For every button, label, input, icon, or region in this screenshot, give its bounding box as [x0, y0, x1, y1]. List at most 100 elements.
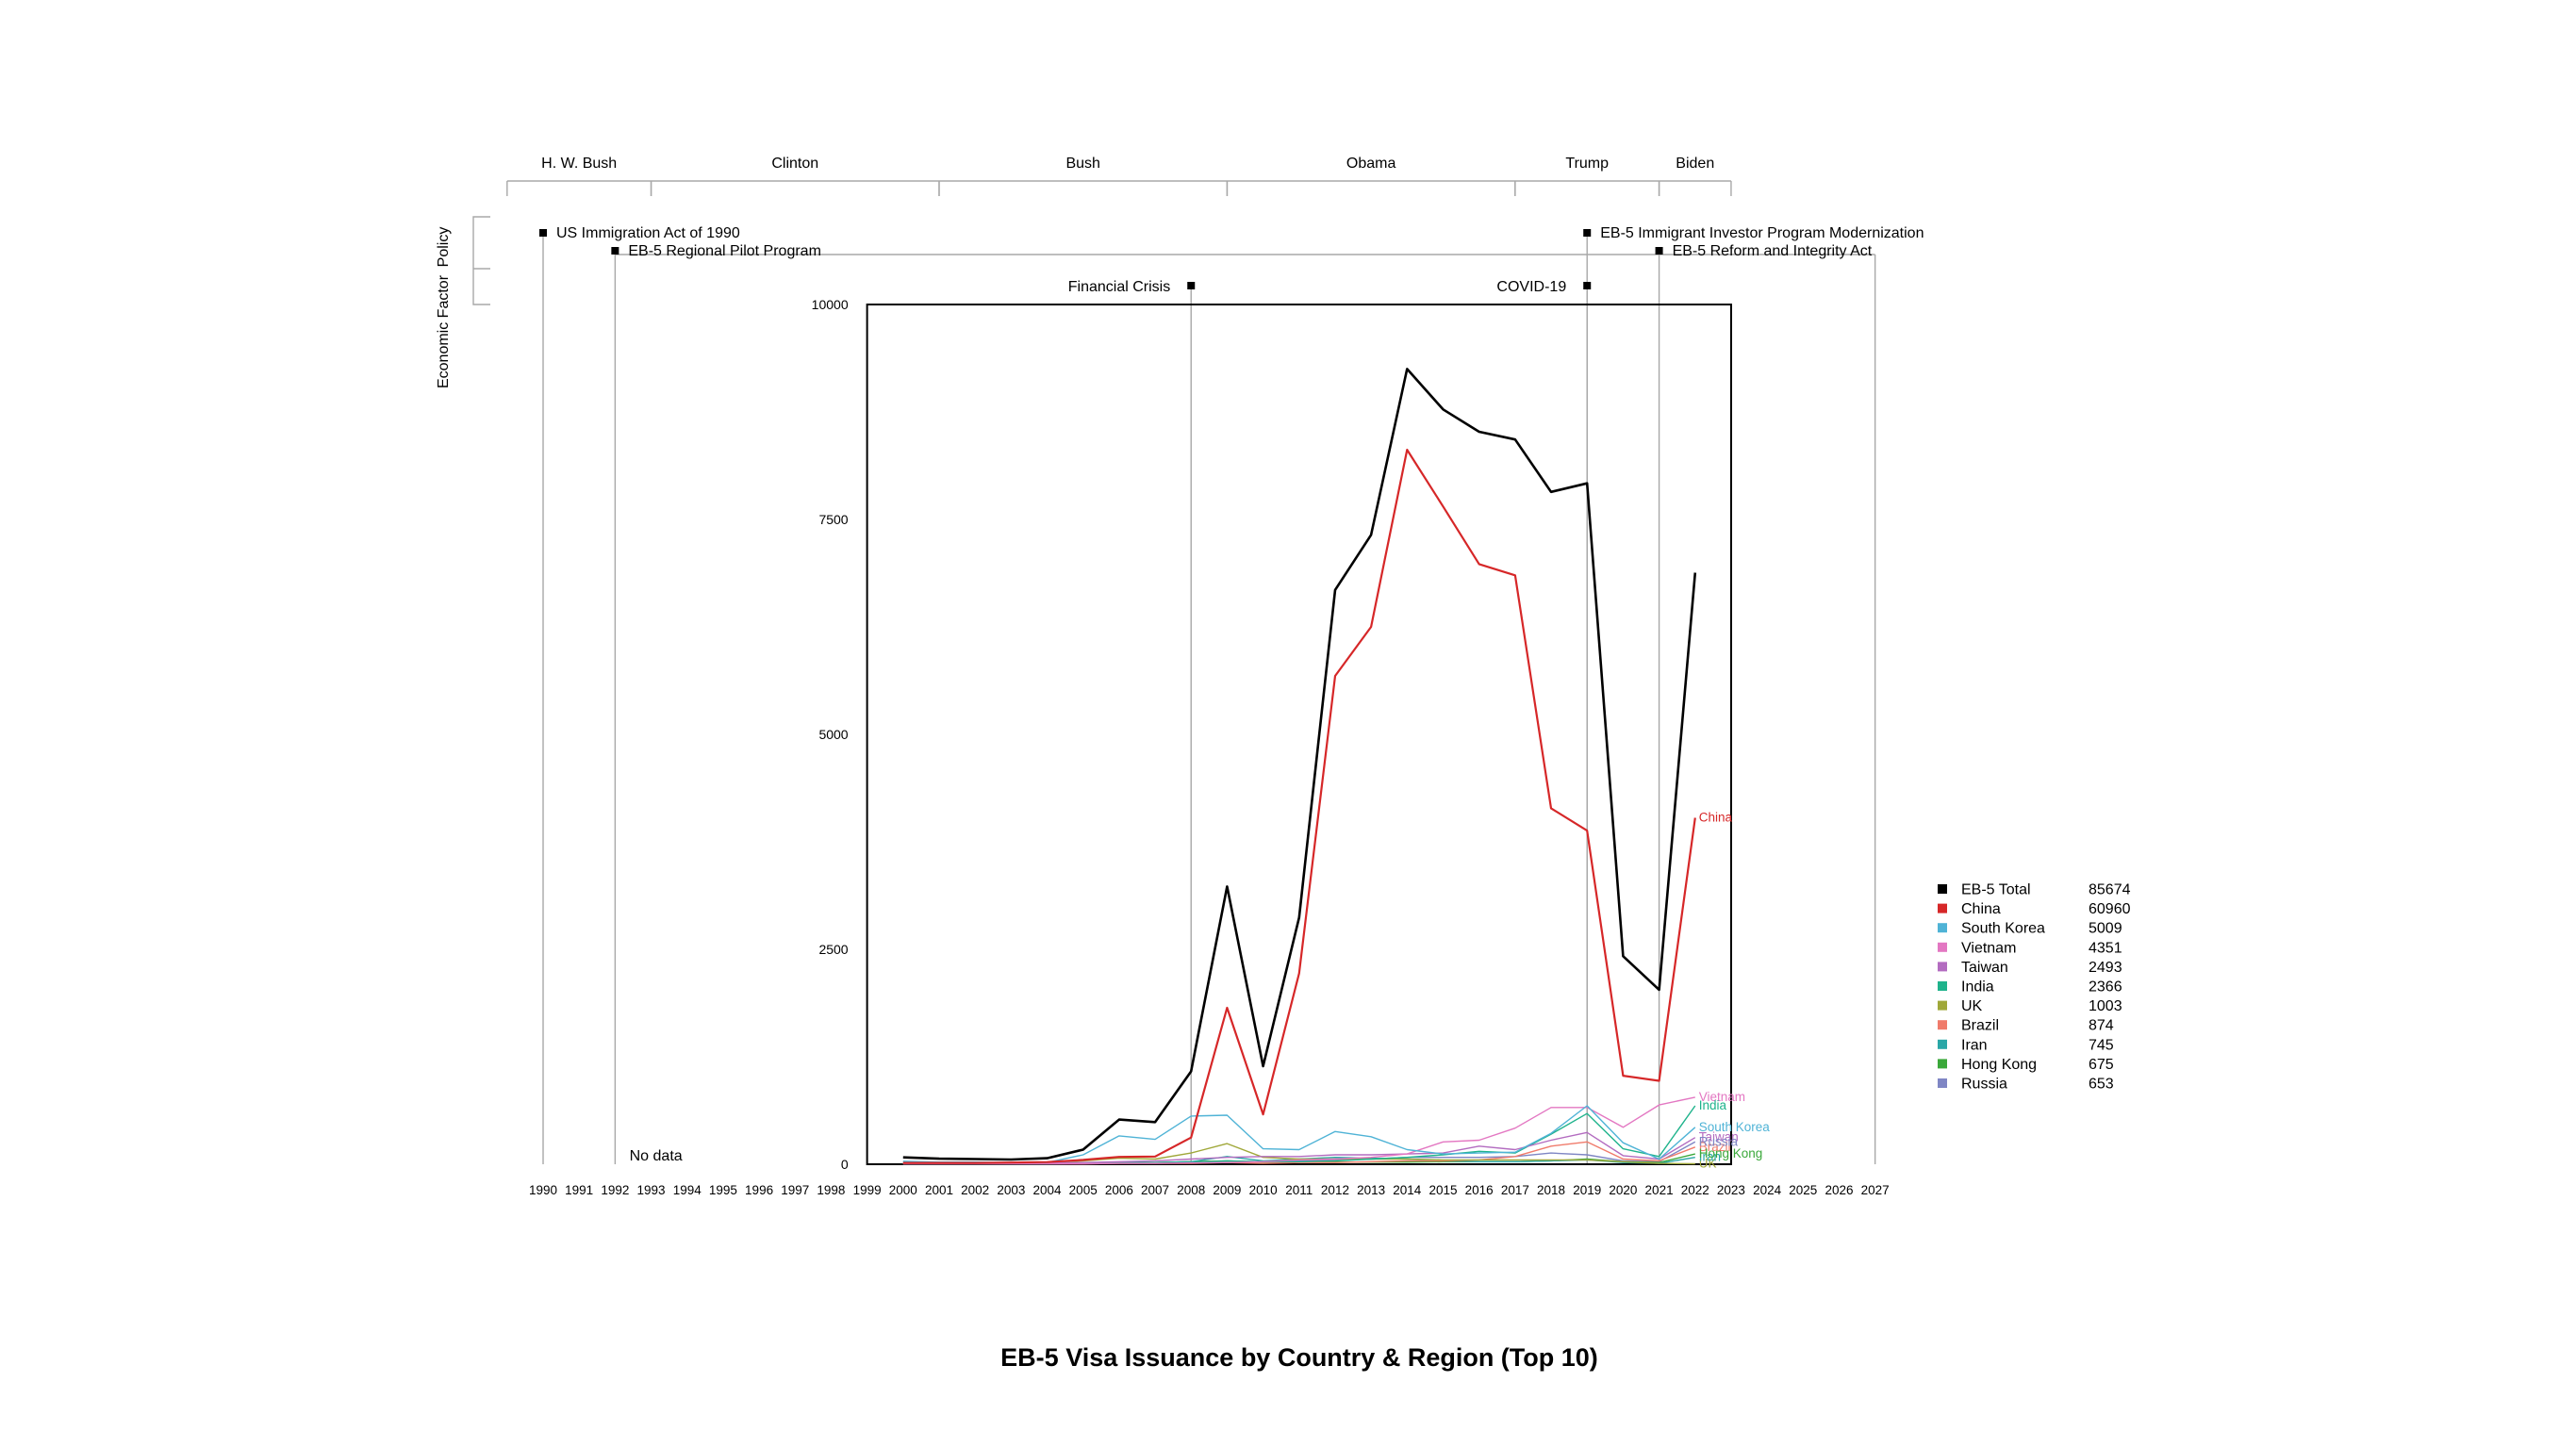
y-axis-ticks: 0 2500 5000 7500 10000	[812, 297, 849, 1172]
x-tick-label: 1996	[745, 1183, 773, 1197]
x-tick-label: 2001	[925, 1183, 953, 1197]
y-tick-label: 10000	[812, 297, 849, 312]
legend-swatch	[1938, 1039, 1947, 1049]
legend-total: 745	[2089, 1037, 2114, 1053]
legend-name: UK	[1961, 998, 1983, 1014]
economic-label: COVID-19	[1496, 279, 1566, 295]
series-line-vietnam	[902, 1096, 1695, 1165]
policy-marker	[1583, 229, 1592, 237]
legend-swatch	[1938, 1020, 1947, 1030]
x-tick-label: 2016	[1465, 1183, 1494, 1197]
x-tick-label: 2007	[1141, 1183, 1169, 1197]
legend-total: 653	[2089, 1077, 2114, 1093]
x-tick-label: 2006	[1105, 1183, 1133, 1197]
policy-label: EB-5 Immigrant Investor Program Moderniz…	[1600, 225, 1924, 241]
legend-total: 2493	[2089, 960, 2122, 976]
x-tick-label: 2002	[961, 1183, 989, 1197]
policy-marker	[1655, 247, 1663, 255]
end-label-russia: Russia	[1699, 1134, 1739, 1148]
end-label-iran: Iran	[1699, 1150, 1721, 1164]
x-tick-label: 2018	[1537, 1183, 1565, 1197]
x-tick-label: 2017	[1501, 1183, 1529, 1197]
x-tick-label: 1994	[673, 1183, 702, 1197]
end-label-india: India	[1699, 1098, 1727, 1112]
x-tick-label: 2024	[1753, 1183, 1782, 1197]
x-tick-label: 1990	[529, 1183, 557, 1197]
legend-name: India	[1961, 979, 1994, 996]
legend-total: 4351	[2089, 940, 2122, 956]
x-tick-label: 2026	[1825, 1183, 1853, 1197]
legend-name: Iran	[1961, 1037, 1988, 1053]
legend-total: 2366	[2089, 979, 2122, 996]
x-tick-label: 2012	[1321, 1183, 1349, 1197]
y-tick-label: 2500	[818, 942, 848, 957]
x-tick-label: 1993	[637, 1183, 666, 1197]
president-label: Bush	[1065, 156, 1099, 172]
x-tick-label: 2004	[1032, 1183, 1062, 1197]
legend-total: 85674	[2089, 882, 2131, 898]
legend-name: South Korea	[1961, 921, 2045, 937]
x-tick-label: 1991	[565, 1183, 593, 1197]
president-label: Trump	[1565, 156, 1609, 172]
x-tick-label: 2009	[1213, 1183, 1241, 1197]
legend-total: 874	[2089, 1018, 2114, 1034]
no-data-label: No data	[630, 1148, 683, 1164]
legend-name: Vietnam	[1961, 940, 2016, 956]
y-tick-label: 0	[841, 1157, 849, 1172]
economic-marker	[1187, 282, 1196, 289]
policy-label: US Immigration Act of 1990	[556, 225, 740, 241]
x-tick-label: 2014	[1393, 1183, 1422, 1197]
economic-marker	[1583, 282, 1592, 289]
x-tick-label: 2021	[1645, 1183, 1674, 1197]
x-tick-label: 1992	[601, 1183, 629, 1197]
end-label-south-korea: South Korea	[1699, 1120, 1771, 1134]
series-lines	[902, 368, 1697, 1165]
x-tick-label: 2011	[1285, 1183, 1313, 1197]
legend-name: Taiwan	[1961, 960, 2008, 976]
legend-swatch	[1938, 1000, 1947, 1011]
legend-swatch	[1938, 884, 1947, 894]
series-line-china	[902, 449, 1696, 1164]
end-label-vietnam: Vietnam	[1699, 1090, 1745, 1104]
x-tick-label: 2013	[1357, 1183, 1385, 1197]
legend-name: China	[1961, 901, 2001, 917]
legend-swatch	[1938, 962, 1947, 972]
economic-side-label: Economic Factor	[436, 274, 452, 388]
x-tick-label: 2003	[997, 1183, 1025, 1197]
president-label: H. W. Bush	[541, 156, 617, 172]
president-bands: H. W. Bush Clinton Bush Obama Trump Biden	[506, 156, 1732, 196]
x-tick-label: 2025	[1789, 1183, 1817, 1197]
legend-total: 60960	[2089, 901, 2131, 917]
legend-swatch	[1938, 923, 1947, 933]
chart-title: EB-5 Visa Issuance by Country & Region (…	[1000, 1343, 1598, 1372]
series-end-labels: China South Korea Vietnam Taiwan India UK Braz…	[1699, 810, 1771, 1170]
economic-label: Financial Crisis	[1068, 279, 1170, 295]
legend-name: Brazil	[1961, 1018, 1999, 1034]
x-tick-label: 2000	[889, 1183, 917, 1197]
event-markers: US Immigration Act of 1990 EB-5 Regional …	[539, 225, 1924, 295]
legend: EB-5 Total 85674 China 60960 South Korea 5009…	[1938, 882, 2131, 1093]
side-bracket	[472, 216, 490, 305]
legend-total: 1003	[2089, 998, 2122, 1014]
x-tick-label: 2015	[1428, 1183, 1457, 1197]
president-label: Obama	[1346, 156, 1396, 172]
policy-side-label: Policy	[436, 227, 452, 268]
policy-label: EB-5 Reform and Integrity Act	[1673, 243, 1873, 259]
end-label-hong-kong: Hong Kong	[1699, 1146, 1763, 1160]
end-label-taiwan: Taiwan	[1699, 1130, 1739, 1144]
legend-name: Russia	[1961, 1077, 2007, 1093]
x-tick-label: 2027	[1861, 1183, 1890, 1197]
legend-total: 5009	[2089, 921, 2122, 937]
legend-name: EB-5 Total	[1961, 882, 2031, 898]
x-tick-label: 1999	[853, 1183, 882, 1197]
legend-swatch	[1938, 981, 1947, 991]
y-tick-label: 7500	[818, 512, 848, 527]
x-tick-label: 2019	[1573, 1183, 1601, 1197]
end-label-uk: UK	[1699, 1157, 1717, 1171]
x-tick-label: 1997	[781, 1183, 809, 1197]
legend-swatch	[1938, 1078, 1947, 1088]
x-tick-label: 2008	[1177, 1183, 1205, 1197]
policy-marker	[611, 247, 619, 255]
policy-marker	[539, 229, 547, 237]
